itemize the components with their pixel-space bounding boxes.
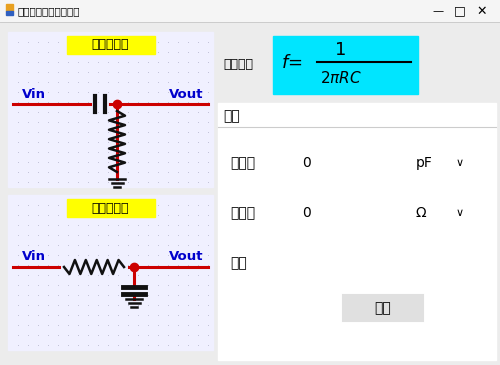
Bar — [343, 295, 423, 321]
Bar — [298, 251, 468, 275]
Text: 滤波器截止频率计算器: 滤波器截止频率计算器 — [18, 6, 80, 16]
Text: ∨: ∨ — [456, 158, 464, 168]
Text: 高通滤波器: 高通滤波器 — [92, 38, 129, 51]
Text: ∨: ∨ — [456, 208, 464, 218]
Bar — [406, 201, 468, 225]
Text: Vout: Vout — [168, 250, 203, 264]
Bar — [298, 201, 398, 225]
Text: 计算公式: 计算公式 — [223, 58, 253, 72]
Text: 0: 0 — [302, 156, 311, 170]
Text: 电阻值: 电阻值 — [230, 206, 255, 220]
Text: 计算: 计算 — [374, 301, 392, 315]
Text: pF: pF — [416, 156, 433, 170]
Text: 结果: 结果 — [230, 256, 247, 270]
Text: Vin: Vin — [22, 250, 46, 264]
Text: Vout: Vout — [168, 88, 203, 100]
Text: 1: 1 — [336, 41, 346, 59]
Bar — [8, 32, 213, 187]
Bar — [66, 199, 154, 217]
Bar — [6, 11, 13, 15]
Bar — [273, 36, 418, 94]
Text: —: — — [432, 6, 444, 16]
Text: 0: 0 — [302, 206, 311, 220]
Bar — [406, 151, 468, 175]
Bar — [6, 4, 13, 11]
Text: Ω: Ω — [416, 206, 426, 220]
Bar — [0, 0, 500, 22]
Text: $f\!=\!$: $f\!=\!$ — [281, 54, 303, 72]
Text: Vin: Vin — [22, 88, 46, 100]
Text: 电容值: 电容值 — [230, 156, 255, 170]
Bar — [8, 195, 213, 350]
Text: □: □ — [454, 4, 466, 18]
Bar — [66, 36, 154, 54]
Text: $2\pi RC$: $2\pi RC$ — [320, 70, 362, 86]
Text: ✕: ✕ — [477, 4, 487, 18]
Text: 计算: 计算 — [223, 109, 240, 123]
Bar — [298, 151, 398, 175]
Text: 低通滤波器: 低通滤波器 — [92, 201, 129, 215]
Bar — [218, 103, 496, 360]
